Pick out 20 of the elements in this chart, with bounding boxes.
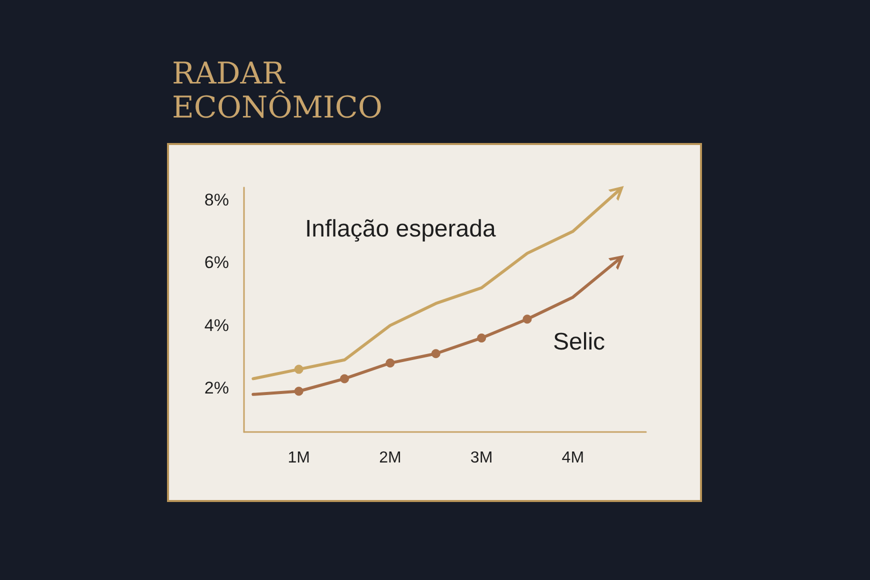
- point: [608, 186, 624, 201]
- y-tick-label: 2%: [204, 378, 229, 398]
- point: [477, 333, 486, 342]
- point: [431, 349, 440, 358]
- x-tick-label: 1M: [288, 450, 310, 466]
- x-tick-label: 3M: [470, 450, 493, 466]
- series-label: Inflação esperada: [305, 216, 496, 242]
- point: [294, 364, 304, 374]
- point: [522, 314, 532, 324]
- point: [608, 255, 624, 270]
- point: [294, 386, 304, 396]
- y-tick-label: 8%: [204, 190, 229, 210]
- y-tick-label: 6%: [204, 253, 229, 272]
- point: [340, 374, 349, 384]
- chart-title: RADAR ECONÔMICO: [172, 56, 382, 126]
- x-tick-label: 4M: [562, 450, 584, 466]
- y-tick-label: 4%: [204, 316, 229, 335]
- x-tick-label: 2M: [379, 450, 402, 466]
- point: [386, 358, 395, 368]
- series-label: Selic: [553, 328, 606, 356]
